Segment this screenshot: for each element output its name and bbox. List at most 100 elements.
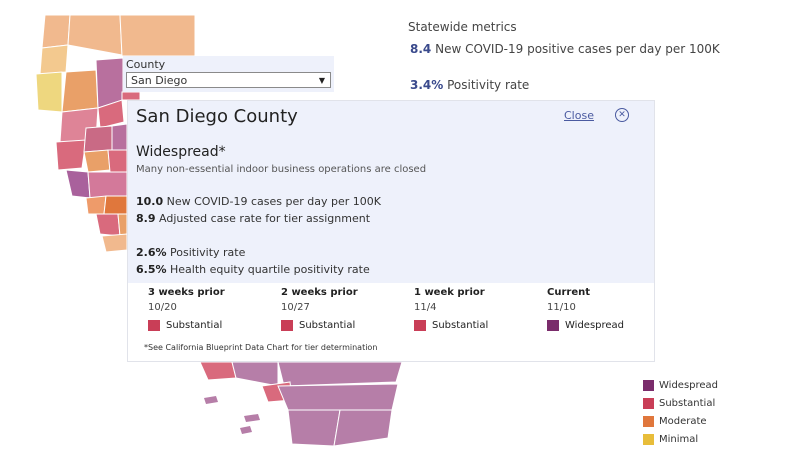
county-region[interactable] [119,14,196,57]
county-filter-label: County [126,58,166,71]
stat-label: Adjusted case rate for tier assignment [159,212,371,225]
tier-legend: Widespread Substantial Moderate Minimal [643,376,718,448]
caret-down-icon[interactable]: ▼ [318,76,325,85]
county-region[interactable] [333,409,393,447]
legend-label: Moderate [659,415,707,427]
county-region[interactable] [55,139,87,171]
history-date: 10/20 [148,302,177,313]
island [244,414,260,422]
legend-label: Minimal [659,433,699,445]
stat-label: Health equity quartile positivity rate [170,263,370,276]
county-dropdown-value: San Diego [131,74,188,87]
popup-county-name: San Diego County [136,106,298,127]
tier-swatch [281,320,293,331]
legend-swatch [643,379,654,391]
county-region[interactable] [65,169,91,199]
county-region[interactable] [83,125,113,153]
island [240,426,252,434]
legend-swatch [643,415,654,427]
county-region[interactable] [121,91,141,101]
county-region[interactable] [83,149,111,173]
statewide-positivity: 3.4% Positivity rate [410,78,720,92]
legend-label: Substantial [659,397,716,409]
county-region[interactable] [111,123,128,151]
statewide-cases-label: New COVID-19 positive cases per day per … [435,42,720,56]
history-tier: Substantial [281,320,358,331]
county-region[interactable] [103,195,128,217]
county-region[interactable] [277,383,399,411]
county-region[interactable] [85,195,107,215]
popup-summary-panel [128,101,654,283]
history-date: 11/10 [547,302,576,313]
legend-item[interactable]: Widespread [643,376,718,394]
county-region[interactable] [35,71,63,113]
history-tier-label: Widespread [565,320,625,331]
history-date: 11/4 [414,302,437,313]
statewide-positivity-label: Positivity rate [447,78,530,92]
history-tier: Substantial [148,320,225,331]
stat-label: Positivity rate [170,246,246,259]
close-link[interactable]: Close [564,109,594,122]
tier-swatch [414,320,426,331]
history-3-weeks: 3 weeks prior 10/20 Substantial [148,287,225,331]
county-region[interactable] [41,14,71,49]
county-region[interactable] [117,213,128,237]
county-dropdown[interactable]: San Diego ▼ [126,72,331,88]
tier-swatch [547,320,559,331]
county-region[interactable] [287,409,341,447]
history-heading: Current [547,287,591,298]
statewide-metrics: Statewide metrics 8.4 New COVID-19 posit… [408,20,720,114]
county-region[interactable] [95,213,121,237]
county-detail-popup: San Diego County Close ✕ Widespread* Man… [127,100,655,362]
statewide-title: Statewide metrics [408,20,517,34]
popup-tier-note: Many non-essential indoor business opera… [136,164,427,175]
popup-tier: Widespread* [136,144,226,160]
county-region[interactable] [61,69,99,113]
history-current: Current 11/10 Widespread [547,287,624,331]
history-1-week: 1 week prior 11/4 Substantial [414,287,488,331]
statewide-positivity-value: 3.4% [410,78,444,92]
county-region[interactable] [101,233,128,253]
history-tier: Widespread [547,320,624,331]
history-tier-label: Substantial [299,320,356,331]
legend-swatch [643,433,654,445]
county-region[interactable] [39,44,69,75]
history-heading: 3 weeks prior [148,287,225,298]
county-region[interactable] [67,14,123,56]
legend-item[interactable]: Minimal [643,430,718,448]
county-region[interactable] [277,361,403,387]
statewide-cases-value: 8.4 [410,42,432,56]
county-region[interactable] [199,361,237,381]
legend-swatch [643,397,654,409]
stat-row: 10.0 New COVID-19 cases per day per 100K [136,195,381,208]
statewide-cases: 8.4 New COVID-19 positive cases per day … [410,42,720,56]
stat-row: 2.6% Positivity rate [136,246,245,259]
history-tier: Substantial [414,320,488,331]
history-tier-label: Substantial [166,320,223,331]
legend-label: Widespread [659,379,719,391]
history-tier-label: Substantial [432,320,489,331]
history-date: 10/27 [281,302,310,313]
stat-value: 8.9 [136,212,156,225]
stat-value: 10.0 [136,195,164,208]
county-region[interactable] [97,99,125,129]
history-heading: 1 week prior [414,287,485,298]
stat-value: 6.5% [136,263,167,276]
island [204,396,218,404]
history-2-weeks: 2 weeks prior 10/27 Substantial [281,287,358,331]
legend-item[interactable]: Moderate [643,412,718,430]
stat-label: New COVID-19 cases per day per 100K [166,195,381,208]
popup-footnote: *See California Blueprint Data Chart for… [144,343,378,352]
county-filter: County San Diego ▼ [123,56,334,92]
stat-value: 2.6% [136,246,167,259]
county-region[interactable] [87,171,128,199]
county-region[interactable] [231,361,279,387]
tier-swatch [148,320,160,331]
legend-item[interactable]: Substantial [643,394,718,412]
stat-row: 8.9 Adjusted case rate for tier assignme… [136,212,370,225]
stat-row: 6.5% Health equity quartile positivity r… [136,263,370,276]
county-region[interactable] [107,149,128,173]
close-circle-icon[interactable]: ✕ [615,108,629,122]
history-heading: 2 weeks prior [281,287,358,298]
